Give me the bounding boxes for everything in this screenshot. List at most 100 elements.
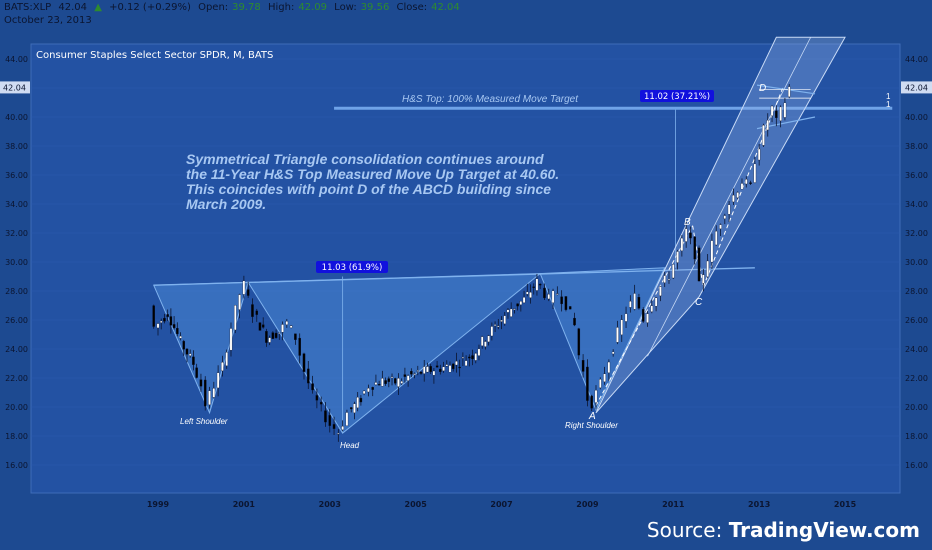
y-axis-left: 16.00 18.00 20.00 22.00 24.00 26.00 28.00 30.00… xyxy=(0,55,30,470)
candle-body xyxy=(513,308,516,310)
candle-body xyxy=(169,316,173,326)
candle-body xyxy=(381,378,384,387)
symbol-label[interactable]: BATS:XLP xyxy=(4,2,52,13)
candle-body xyxy=(693,236,697,260)
measure-badge-2-bg xyxy=(640,90,714,102)
high-label: High: xyxy=(267,2,295,13)
candle-body xyxy=(246,289,250,296)
up-arrow-icon: ▲ xyxy=(94,2,102,13)
candle-body xyxy=(445,364,449,367)
candle-body xyxy=(676,251,679,263)
candle-body xyxy=(599,379,602,388)
y-tick-label-right: 24.00 xyxy=(905,345,928,354)
last-price-marker-left xyxy=(0,81,30,94)
candle-body xyxy=(397,378,400,387)
candle-body xyxy=(208,390,211,405)
change-value: +0.12 (+0.29%) xyxy=(109,2,191,13)
y-tick-label-right: 40.00 xyxy=(905,113,928,122)
candle-body xyxy=(477,348,481,356)
candle-body xyxy=(535,278,539,291)
point-a-label: A xyxy=(588,411,596,422)
point-b-label: B xyxy=(684,217,691,228)
quote-header: BATS:XLP 42.04 ▲ +0.12 (+0.29%) Open: 39.… xyxy=(0,0,932,30)
candle-body xyxy=(285,321,289,325)
measure-badge-1: 11.03 (61.9%) xyxy=(322,263,383,273)
candle-body xyxy=(387,378,391,382)
candle-body xyxy=(775,110,778,118)
candle-body xyxy=(152,305,155,327)
candle-body xyxy=(697,247,701,282)
x-tick-label: 2009 xyxy=(576,500,599,509)
candle-body xyxy=(419,371,423,374)
candle-body xyxy=(603,373,606,382)
candle-body xyxy=(749,182,752,184)
candle-body xyxy=(278,332,281,334)
y-tick-label-right: 28.00 xyxy=(905,287,928,296)
measure-badge-1-bg xyxy=(316,261,388,273)
candle-body xyxy=(762,125,765,146)
candle-body xyxy=(362,390,366,394)
candle-body xyxy=(719,224,722,229)
point-d-label: D xyxy=(759,83,766,94)
candle-body xyxy=(315,395,319,401)
candle-body xyxy=(435,365,439,368)
candle-body xyxy=(176,328,179,335)
y-tick-label-left: 28.00 xyxy=(5,287,28,296)
candle-body xyxy=(468,356,471,359)
y-tick-label-left: 24.00 xyxy=(5,345,28,354)
candle-body xyxy=(497,325,500,328)
measure-badge-2: 11.02 (37.21%) xyxy=(644,92,710,102)
source-name[interactable]: TradingView.com xyxy=(728,518,920,542)
candle-body xyxy=(487,335,490,343)
candle-body xyxy=(723,215,727,219)
candle-body xyxy=(732,194,735,203)
candle-body xyxy=(519,301,523,305)
y-tick-label-right: 22.00 xyxy=(905,374,928,383)
candle-body xyxy=(225,352,228,366)
candle-body xyxy=(349,407,353,410)
candle-body xyxy=(289,325,293,328)
candle-body xyxy=(337,433,340,435)
candle-body xyxy=(581,360,585,372)
candle-body xyxy=(255,310,259,315)
candle-body xyxy=(268,337,271,343)
candle-body xyxy=(192,356,195,365)
last-price: 42.04 xyxy=(58,2,88,13)
candle-body xyxy=(451,363,455,370)
candle-body xyxy=(324,410,327,423)
candle-body xyxy=(740,183,744,190)
left-shoulder-label: Left Shoulder xyxy=(180,417,228,426)
y-tick-label-left: 44.00 xyxy=(5,55,28,64)
candle-body xyxy=(212,388,216,398)
low-label: Low: xyxy=(334,2,357,13)
candle-body xyxy=(238,294,241,310)
high-value: 42.09 xyxy=(298,2,327,13)
candle-body xyxy=(356,397,359,408)
candle-body xyxy=(359,397,363,403)
candle-body xyxy=(503,315,506,324)
candle-body xyxy=(586,366,589,401)
candle-body xyxy=(242,280,246,295)
candle-body xyxy=(568,306,572,310)
open-value: 39.78 xyxy=(232,2,261,13)
candle-body xyxy=(590,395,593,409)
candle-body xyxy=(607,361,611,373)
candle-body xyxy=(403,374,407,377)
candle-body xyxy=(611,351,615,355)
candle-body xyxy=(179,335,182,339)
candle-body xyxy=(538,283,542,286)
candle-body xyxy=(532,286,535,288)
candle-body xyxy=(413,373,416,375)
candle-body xyxy=(229,328,233,351)
candle-body xyxy=(556,293,559,295)
low-value: 39.56 xyxy=(360,2,390,13)
y-tick-label-right: 36.00 xyxy=(905,171,928,180)
y-tick-label-right: 30.00 xyxy=(905,258,928,267)
candle-body xyxy=(745,179,748,185)
x-tick-label: 2015 xyxy=(834,500,857,509)
candle-body xyxy=(166,314,169,317)
y-tick-label-right: 16.00 xyxy=(905,461,928,470)
candle-body xyxy=(234,305,237,331)
candle-body xyxy=(646,313,649,323)
